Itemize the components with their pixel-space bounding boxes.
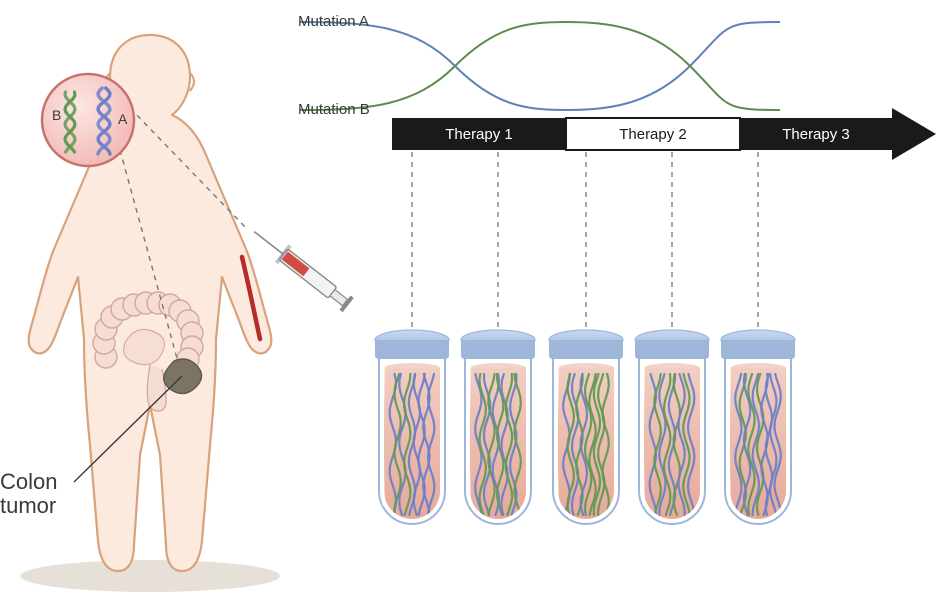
ground-shadow bbox=[20, 560, 280, 592]
tumor-magnifier: AB bbox=[42, 74, 134, 166]
mutation-b-label: Mutation B bbox=[298, 102, 370, 119]
dna-b-letter: B bbox=[52, 107, 61, 123]
test-tube-1 bbox=[461, 330, 535, 524]
therapy-timeline-arrow: Therapy 1 Therapy 2 Therapy 3 bbox=[392, 108, 936, 160]
test-tube-3 bbox=[635, 330, 709, 524]
test-tube-4 bbox=[721, 330, 795, 524]
mutation-b-curve bbox=[300, 22, 780, 110]
colon-tumor-label: Colon tumor bbox=[0, 470, 57, 518]
mutation-a-label: Mutation A bbox=[298, 14, 369, 31]
test-tube-2 bbox=[549, 330, 623, 524]
therapy-label-1: Therapy 1 bbox=[445, 126, 513, 143]
therapy-label-3: Therapy 3 bbox=[782, 126, 850, 143]
syringe-icon bbox=[247, 223, 355, 314]
mutation-curves bbox=[300, 22, 780, 110]
dna-a-letter: A bbox=[118, 111, 128, 127]
therapy-label-2: Therapy 2 bbox=[619, 126, 687, 143]
mutation-a-curve bbox=[300, 22, 780, 110]
test-tube-0 bbox=[375, 330, 449, 524]
